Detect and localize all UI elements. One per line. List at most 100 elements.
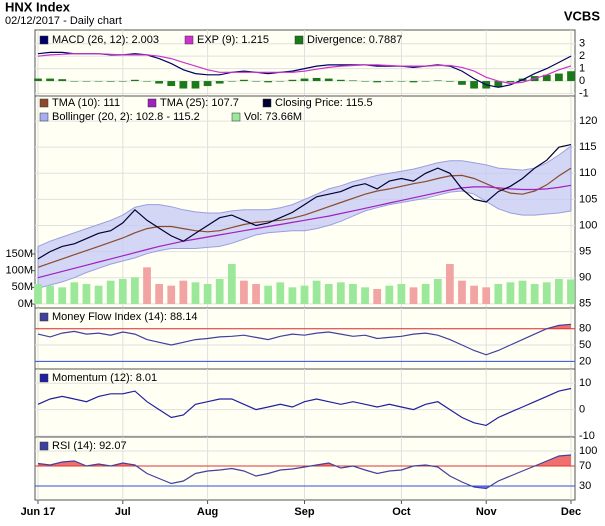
legend-swatch [147,98,157,108]
series-line [37,53,572,85]
volume-bar [240,280,248,304]
volume-bar [373,289,382,304]
divergence-bar [433,80,442,82]
volume-bar [542,282,551,304]
divergence-bar [167,81,176,87]
divergence-bar [336,79,345,82]
volume-bar [567,279,575,304]
y-tick-label: 80 [579,323,591,335]
legend-swatch [39,373,49,383]
volume-bar [506,282,515,304]
y-tick-label: 95 [579,246,591,258]
divergence-bar [385,81,394,82]
volume-bar [215,279,224,304]
volume-bar [131,277,139,304]
volume-bar [300,285,309,304]
y-tick-label: 20 [579,355,591,367]
source: VCBS [564,8,600,23]
divergence-bar [324,78,333,82]
divergence-bar [288,79,297,82]
y2-tick-label: 100M [5,265,33,277]
divergence-bar [470,81,478,89]
divergence-bar [252,81,260,82]
divergence-bar [361,81,369,82]
y2-tick-label: 150M [5,248,33,260]
legend-label: Bollinger (20, 2): 102.8 - 115.2 [52,111,200,123]
legend-label: EXP (9): 1.215 [197,34,269,46]
volume-bar [46,285,54,304]
divergence-bar [191,81,200,89]
volume-bar [494,284,503,304]
volume-bar [34,284,42,304]
series-line [37,454,572,490]
legend-label: TMA (10): 111 [52,97,120,109]
volume-bar [167,285,176,304]
divergence-bar [276,81,285,82]
divergence-bar [155,81,164,84]
divergence-bar [70,81,79,82]
legend-swatch [184,35,194,45]
legend-swatch [39,112,49,122]
volume-bar [203,284,212,304]
series-line [37,184,572,279]
volume-bar [179,280,188,304]
volume-bar [94,285,103,304]
volume-bar [288,287,297,304]
divergence-bar [46,78,54,82]
divergence-bar [82,81,91,82]
volume-bar [312,280,321,304]
volume-bar [58,287,67,304]
y-tick-label: 70 [579,460,591,472]
legend-swatch [294,35,304,45]
divergence-bar [94,81,103,82]
divergence-bar [567,71,575,82]
volume-bar [433,279,442,304]
volume-bar [118,279,127,304]
legend-label: MACD (26, 12): 2.003 [52,34,159,46]
series-line [37,323,572,356]
volume-bar [530,284,539,304]
volume-bar [397,284,406,304]
x-tick-label: Oct [392,506,411,518]
divergence-bar [445,81,454,82]
legend-swatch [39,312,49,322]
divergence-bar [131,79,139,82]
legend-label: TMA (25): 107.7 [160,97,239,109]
divergence-bar [555,73,563,82]
divergence-bar [397,81,406,82]
series-line [37,387,572,427]
volume-bar [324,284,333,304]
y2-tick-label: 0M [18,298,33,310]
volume-bar [252,284,260,304]
volume-bar [385,285,394,304]
legend-label: Momentum (12): 8.01 [52,372,157,384]
y-tick-label: 30 [579,480,591,492]
bollinger-band [37,145,572,289]
x-tick-label: Jun 17 [21,506,56,518]
y-tick-label: 0 [579,403,585,415]
y-tick-label: 0 [579,75,585,87]
y-tick-label: 2 [579,50,585,62]
chart-title: HNX Index [5,0,71,14]
legend-label: Divergence: 0.7887 [307,34,402,46]
divergence-bar [240,79,248,82]
y-tick-label: 110 [579,167,597,179]
volume-bar [409,287,418,304]
divergence-bar [506,81,515,83]
y-tick-label: -10 [579,430,595,442]
divergence-bar [34,78,42,82]
legend-swatch [231,112,241,122]
legend-label: RSI (14): 92.07 [52,440,127,452]
volume-bar [70,282,79,304]
divergence-bar [215,81,224,84]
y-tick-label: 85 [579,298,591,310]
legend-swatch [39,35,49,45]
volume-bar [349,284,357,304]
y-tick-label: -1 [579,87,589,99]
divergence-bar [58,79,67,82]
volume-bar [276,282,285,304]
volume-bar [155,284,164,304]
divergence-bar [542,74,551,82]
divergence-bar [106,81,115,82]
